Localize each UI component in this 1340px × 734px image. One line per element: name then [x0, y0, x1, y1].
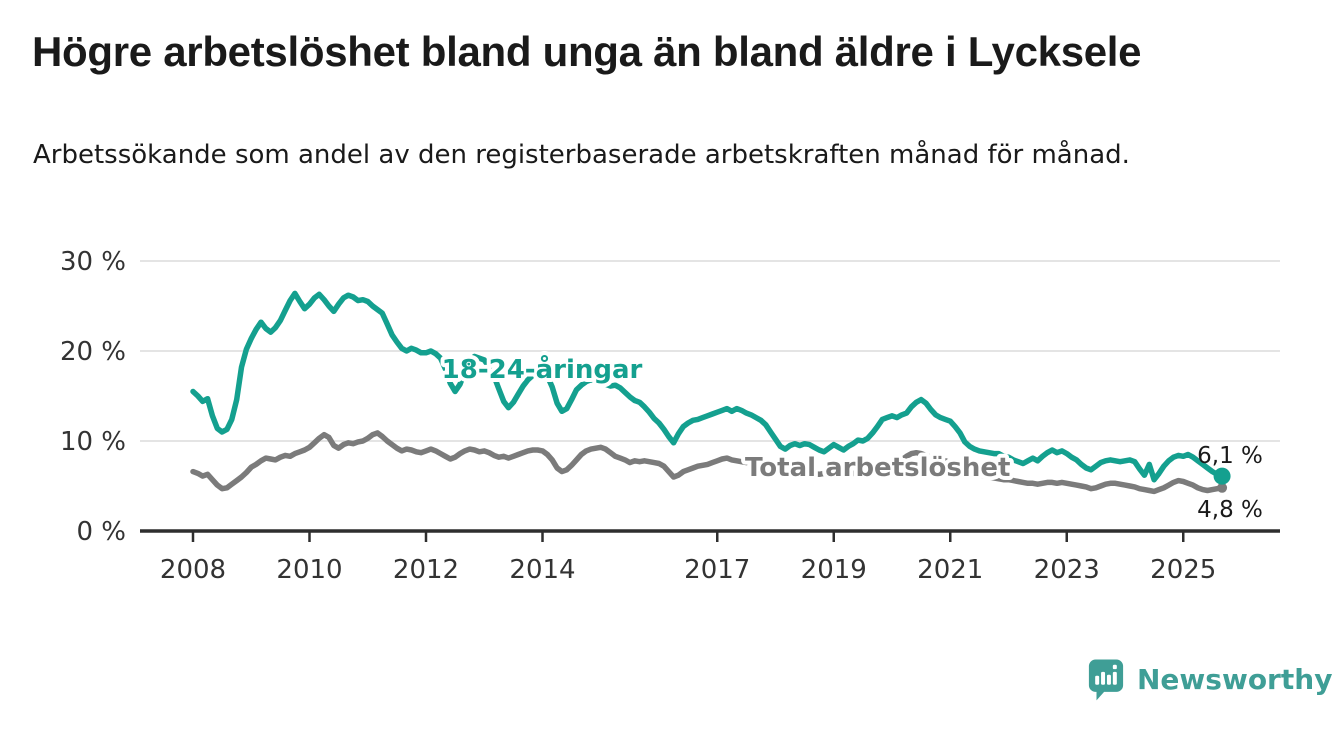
x-axis-tick-label: 2017: [684, 555, 750, 585]
newsworthy-wordmark: Newsworthy: [1137, 662, 1333, 696]
end-value-label: 4,8 %: [1197, 497, 1263, 523]
series-line-18-24-ringar: [190, 290, 1225, 483]
series-label: 18-24-åringar: [442, 353, 643, 385]
x-axis-tick-label: 2025: [1150, 555, 1216, 585]
x-axis-tick-label: 2021: [917, 555, 983, 585]
x-axis-tick-label: 2019: [801, 555, 867, 585]
y-axis-tick-label: 10 %: [60, 427, 126, 457]
chart-title: Högre arbetslöshet bland unga än bland ä…: [32, 28, 1142, 75]
newsworthy-bar-chart-bubble-icon: [1088, 659, 1124, 700]
y-axis-tick-label: 20 %: [60, 337, 126, 367]
series-end-dot-total-arbetsl-shet: [1217, 482, 1228, 493]
y-axis-tick-label: 0 %: [76, 517, 126, 547]
end-value-label: 6,1 %: [1197, 443, 1263, 469]
x-axis-tick-label: 2012: [393, 555, 459, 585]
series-line-total-arbetsl-shet: [190, 430, 1225, 495]
x-axis-tick-label: 2008: [160, 555, 226, 585]
x-axis-tick-label: 2023: [1034, 555, 1100, 585]
x-axis-tick-label: 2010: [276, 555, 342, 585]
newsworthy-logo: Newsworthy: [1087, 656, 1332, 702]
series-label: Total arbetslöshet: [745, 453, 1010, 483]
x-axis-tick-label: 2014: [509, 555, 575, 585]
y-axis-tick-label: 30 %: [60, 247, 126, 277]
series-end-dot-18-24-ringar: [1213, 467, 1231, 485]
chart-subtitle: Arbetssökande som andel av den registerb…: [33, 140, 1130, 170]
